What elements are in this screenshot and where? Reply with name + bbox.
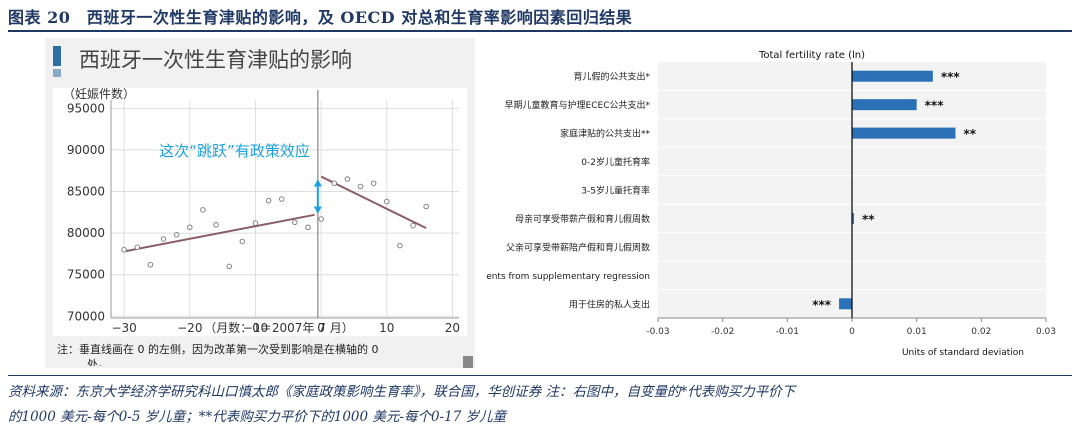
data-point [384,198,390,205]
category-label: 母亲可享受带薪产假和育儿假周数 [515,213,650,225]
data-point [134,244,141,251]
data-point [147,261,154,268]
data-point [187,224,193,231]
x-tick-label: −20 [177,321,202,335]
right-chart-title: Total fertility rate (ln) [758,50,865,61]
footnote-line-2: 的1000 美元-每个0-5 岁儿童；**代表购买力平价下的1000 美元-每个… [8,409,507,425]
data-point [292,219,298,226]
significance-label: *** [941,70,961,84]
y-tick-label: 70000 [67,309,105,323]
jump-arrow-head-up [313,179,322,187]
data-point [305,224,311,231]
title-accent-square [53,69,61,77]
x-tick-label: −10 [243,321,268,335]
significance-label: *** [812,298,832,312]
data-point [410,222,416,229]
left-chart-note: 注：垂直线画在 0 的左侧，因为改革第一次受到影响是在横轴的 0 [57,343,379,356]
x-axis-label: （月数：0＝2007年 7 月） [204,320,353,335]
y-tick-label: 85000 [67,185,105,199]
data-point [357,183,364,190]
y-axis-label: （妊娠件数） [63,88,135,101]
data-point [160,236,167,242]
left-chart-title: 西班牙一次性生育津贴的影响 [79,48,352,72]
right-panel: Total fertility rate (ln) 育儿假的公共支出* *** 早期儿… [412,40,1072,372]
y-tick-label: 95000 [67,101,105,115]
significance-label: *** [925,99,945,113]
jump-annotation: 这次“跳跃”有政策效应 [159,142,310,160]
category-label: 3-5岁儿童托育率 [581,185,650,197]
data-point [252,220,259,226]
scrollbar-thumb[interactable] [463,356,473,368]
category-label: 早期儿童教育与护理ECEC公共支出* [505,99,651,111]
bar [839,298,852,310]
data-point [200,207,206,213]
jump-arrow-head-down [313,206,322,214]
data-point [397,242,403,249]
figure-title: 图表 20 西班牙一次性生育津贴的影响，及 OECD 对总和生育率影响因素回归结… [8,8,633,27]
data-point [370,180,377,186]
x-tick-label: 0.01 [907,327,927,337]
trend-line [320,175,427,230]
category-label: 0-2岁儿童托育率 [581,156,650,168]
data-point [226,263,232,270]
x-tick-label: -0.01 [776,327,799,337]
scatter-chart: 70000 75000 80000 85000 90000 95000 −30 −20 −10 0… [63,86,460,335]
left-panel: 西班牙一次性生育津贴的影响 70000 75000 80000 85000 90000 9… [45,38,475,368]
bar [852,212,854,224]
data-point [423,203,429,210]
data-point [318,216,324,222]
x-tick-label: 20 [445,321,460,335]
footnote: 资料来源：东京大学经济学研究科山口慎太郎《家庭政策影响生育率》，联合国，华创证券… [8,380,1074,430]
data-point [213,222,219,228]
x-axis-label: Units of standard deviation [902,348,1024,358]
category-label: 育儿假的公共支出* [573,71,650,83]
footnote-line-1: 资料来源：东京大学经济学研究科山口慎太郎《家庭政策影响生育率》，联合国，华创证券… [8,384,796,400]
bar [852,99,917,111]
significance-label: ** [963,127,976,141]
data-point [239,238,246,245]
bar [852,127,956,139]
footnote-divider [8,375,1072,376]
x-tick-label: 0 [849,327,855,337]
data-point [331,180,337,186]
trend-line [123,213,315,253]
x-tick-label: 0.02 [971,327,991,337]
category-label: 用于住房的私人支出 [569,298,650,310]
x-tick-label: 0.03 [1036,327,1056,337]
y-tick-label: 90000 [67,143,105,157]
left-plot-area: 70000 75000 80000 85000 90000 95000 −30 −20 −10 0… [53,86,467,336]
data-point [344,176,351,182]
x-tick-label: 0 [317,321,325,335]
category-label: Selected coefficients from supplementary… [486,272,650,282]
data-point [173,232,180,238]
data-point [278,196,285,202]
left-chart-note-cont: 处。 [87,358,109,366]
data-point [121,247,127,253]
x-tick-label: −30 [111,321,136,335]
bar [852,70,933,82]
title-divider [8,30,1072,32]
x-tick-label: -0.03 [646,327,669,337]
y-tick-label: 75000 [67,268,105,282]
y-tick-label: 80000 [67,226,105,240]
category-label: 家庭津贴的公共支出** [560,128,651,140]
x-tick-label: -0.02 [711,327,734,337]
bar-chart: Total fertility rate (ln) 育儿假的公共支出* *** 早期儿… [412,50,1056,358]
significance-label: ** [862,212,875,226]
x-tick-label: 10 [379,321,394,335]
category-label: 父亲可享受带薪陪产假和育儿假周数 [506,241,650,253]
title-accent-bar [53,46,61,66]
data-point [265,197,272,204]
